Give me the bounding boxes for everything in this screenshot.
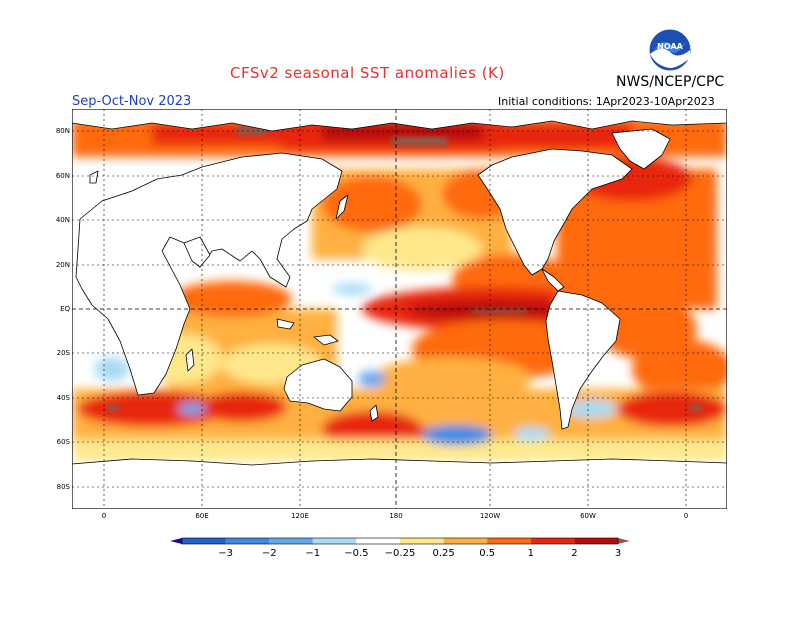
noaa-logo-text: NOAA: [657, 42, 683, 51]
colorbar-tick-label: −0.5: [344, 548, 369, 559]
colorbar-tick-label: 2: [571, 548, 578, 559]
colorbar-tick-label: 0.5: [479, 548, 496, 559]
lat-label: 60N: [55, 172, 70, 180]
colorbar-tick-label: −2: [261, 548, 277, 559]
colorbar-segment: [487, 538, 531, 544]
lon-label: 60E: [195, 512, 209, 520]
colorbar-tick-label: 3: [614, 548, 622, 559]
lat-label: 80N: [55, 127, 70, 135]
colorbar-segment: [443, 538, 488, 544]
lat-label: EQ: [60, 305, 70, 313]
lat-label: 20N: [55, 261, 70, 269]
initial-conditions: Initial conditions: 1Apr2023-10Apr2023: [498, 95, 715, 108]
colorbar-segment: [312, 538, 357, 544]
chart-title: CFSv2 seasonal SST anomalies (K): [230, 64, 505, 82]
colorbar-segment: [182, 538, 226, 544]
colorbar-arrow-left: [170, 538, 182, 544]
lat-label: 20S: [56, 349, 70, 357]
lat-label: 40N: [55, 216, 70, 224]
colorbar-arrow-right: [618, 538, 630, 544]
season-label: Sep-Oct-Nov 2023: [72, 94, 192, 109]
colorbar-segment: [225, 538, 270, 544]
noaa-logo: NOAA: [648, 28, 692, 72]
colorbar-frame: [181, 537, 619, 545]
lon-label: 0: [683, 512, 689, 520]
lon-label: 120E: [291, 512, 309, 520]
colorbar: [170, 537, 630, 545]
lat-label: 60S: [56, 438, 70, 446]
lon-label: 180: [389, 512, 403, 520]
sst-anomaly-map: [72, 109, 727, 509]
lon-label: 60W: [580, 512, 596, 520]
lat-label: 80S: [56, 483, 70, 491]
colorbar-segment: [400, 538, 444, 544]
colorbar-segment: [530, 538, 575, 544]
colorbar-segment: [269, 538, 313, 544]
lat-label: 40S: [56, 394, 70, 402]
lon-label: 0: [101, 512, 107, 520]
lon-label: 120W: [479, 512, 501, 520]
colorbar-tick-label: −0.25: [384, 548, 416, 559]
colorbar-segment: [574, 538, 618, 544]
colorbar-tick-label: 0.25: [432, 548, 455, 559]
colorbar-tick-label: −1: [305, 548, 321, 559]
colorbar-tick-label: −3: [218, 548, 233, 559]
land: [72, 128, 727, 509]
colorbar-tick-label: 1: [527, 548, 534, 559]
colorbar-segment: [356, 538, 400, 544]
org-label: NWS/NCEP/CPC: [616, 74, 725, 90]
